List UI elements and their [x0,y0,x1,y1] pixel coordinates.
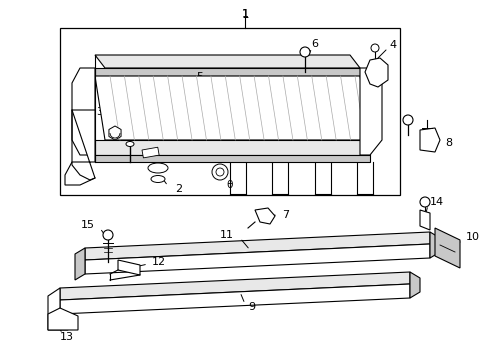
Text: 10: 10 [466,232,480,242]
Polygon shape [60,272,410,300]
Polygon shape [60,284,410,314]
Text: 1: 1 [242,9,248,19]
Polygon shape [365,58,388,87]
Polygon shape [420,128,440,152]
Text: θ: θ [227,180,233,190]
Text: 15: 15 [81,220,95,230]
Text: 6: 6 [312,39,318,49]
Polygon shape [75,248,85,280]
Circle shape [212,164,228,180]
Polygon shape [72,68,95,155]
Polygon shape [420,210,430,230]
Polygon shape [410,272,420,298]
Text: 2: 2 [175,184,182,194]
Circle shape [403,115,413,125]
Polygon shape [360,68,382,155]
Text: 5: 5 [196,72,203,82]
Text: 8: 8 [445,138,452,148]
Polygon shape [430,232,440,258]
Polygon shape [85,232,430,260]
Ellipse shape [148,163,168,173]
Polygon shape [48,288,68,330]
Text: 13: 13 [60,332,74,342]
Bar [60,28,400,195]
Bar [142,147,159,158]
Polygon shape [95,68,360,76]
Text: 3: 3 [97,107,103,117]
Text: 14: 14 [430,197,444,207]
Text: 1: 1 [241,8,249,21]
Text: 9: 9 [248,302,255,312]
Polygon shape [95,155,370,162]
Polygon shape [95,76,370,140]
Circle shape [371,44,379,52]
Circle shape [103,230,113,240]
Ellipse shape [151,176,165,183]
Polygon shape [85,244,430,274]
Polygon shape [95,55,360,68]
Polygon shape [95,140,370,155]
Circle shape [420,197,430,207]
Text: 12: 12 [152,257,166,267]
Polygon shape [65,110,95,185]
Circle shape [300,47,310,57]
Text: 4: 4 [390,40,396,50]
Polygon shape [118,260,140,275]
Ellipse shape [126,141,134,147]
Polygon shape [435,228,460,268]
Text: 7: 7 [282,210,289,220]
Polygon shape [255,208,275,224]
Text: 11: 11 [220,230,234,240]
Polygon shape [48,308,78,330]
Circle shape [216,168,224,176]
